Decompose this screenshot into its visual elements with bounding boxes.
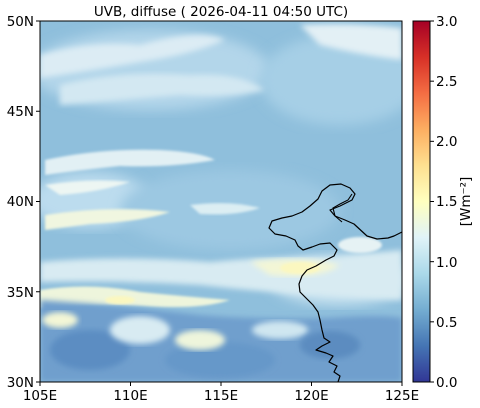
- map-area: [40, 21, 402, 382]
- lat-tick-label: 45N: [7, 104, 34, 120]
- colorbar-tick-label: 2.0: [436, 134, 457, 150]
- lat-tick-label: 50N: [7, 14, 34, 30]
- colorbar-tick-label: 2.5: [436, 74, 457, 90]
- lat-tick-label: 40N: [7, 194, 34, 210]
- cloud-field: [40, 24, 402, 382]
- lat-axis: 50N 45N 40N 35N 30N: [7, 14, 40, 391]
- lon-tick-label: 125E: [385, 388, 419, 404]
- colorbar-tick-label: 0.5: [436, 315, 457, 331]
- lon-tick-label: 105E: [23, 388, 57, 404]
- coastline: [268, 183, 402, 382]
- colorbar-tick-label: 1.5: [436, 194, 457, 210]
- peninsula-coast: [332, 193, 353, 223]
- colorbar-tick-label: 3.0: [436, 14, 457, 30]
- lon-axis: 105E 110E 115E 120E 125E: [23, 382, 419, 404]
- lon-tick-label: 110E: [113, 388, 147, 404]
- lat-tick-label: 35N: [7, 285, 34, 301]
- colorbar: 3.0 2.5 2.0 1.5 1.0 0.5 0.0 [Wm⁻²]: [412, 14, 474, 391]
- map-title: UVB, diffuse ( 2026-04-11 04:50 UTC): [94, 4, 348, 20]
- colorbar-label: [Wm⁻²]: [458, 177, 474, 227]
- lat-tick-label: 30N: [7, 375, 34, 391]
- colorbar-tick-label: 1.0: [436, 255, 457, 271]
- colorbar-gradient: [412, 20, 431, 383]
- colorbar-tick-label: 0.0: [436, 375, 457, 391]
- lon-tick-label: 115E: [204, 388, 238, 404]
- lon-tick-label: 120E: [294, 388, 328, 404]
